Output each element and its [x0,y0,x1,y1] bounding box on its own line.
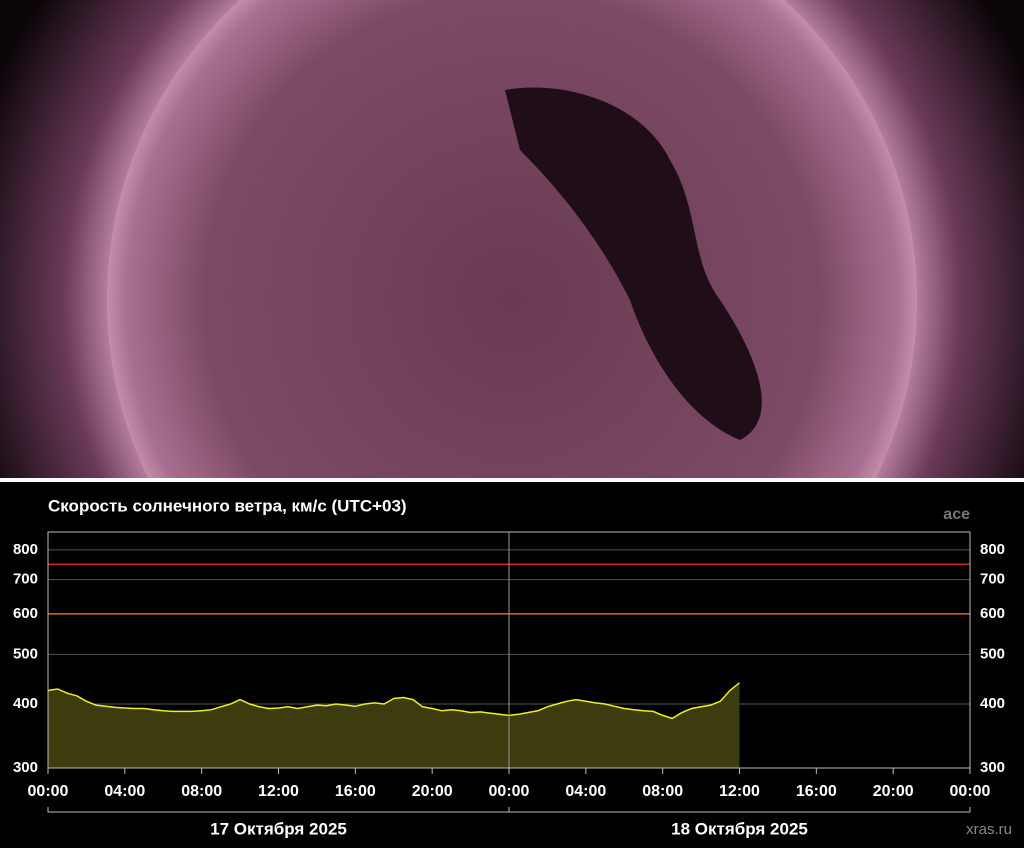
area-fill [48,682,740,768]
y-tick-label: 700 [13,571,38,588]
y-tick-label: 600 [13,605,38,622]
separator [0,478,1024,482]
x-tick-label: 08:00 [181,783,222,800]
y-tick-label: 400 [13,695,38,712]
x-tick-label: 16:00 [796,783,837,800]
x-tick-label: 12:00 [258,783,299,800]
y-tick-label: 300 [13,759,38,776]
y-tick-label-right: 800 [980,541,1005,558]
y-tick-label-right: 400 [980,695,1005,712]
x-tick-label: 20:00 [412,783,453,800]
y-tick-label-right: 300 [980,759,1005,776]
coronal-hole [505,87,762,440]
x-tick-label: 00:00 [950,783,991,800]
x-tick-label: 08:00 [642,783,683,800]
chart-title: Скорость солнечного ветра, км/с (UTC+03) [48,496,407,515]
source-label: ace [943,506,970,523]
x-tick-label: 00:00 [489,783,530,800]
x-tick-label: 04:00 [104,783,145,800]
x-tick-label: 20:00 [873,783,914,800]
day-bracket [508,807,971,813]
x-tick-label: 16:00 [335,783,376,800]
y-tick-label-right: 600 [980,605,1005,622]
chart-panel [0,482,1024,843]
day-label: 18 Октября 2025 [671,819,808,838]
plot: 300 300 400 400 500 500 600 600 700 700 800 800 00:0… [13,531,1005,838]
y-tick-label: 500 [13,645,38,662]
y-tick-label-right: 500 [980,645,1005,662]
x-tick-label: 12:00 [719,783,760,800]
day-label: 17 Октября 2025 [210,819,347,838]
y-tick-label-right: 700 [980,571,1005,588]
watermark: xras.ru [966,821,1012,838]
x-tick-label: 00:00 [28,783,69,800]
y-tick-label: 800 [13,541,38,558]
speed-line [47,682,740,720]
x-tick-label: 04:00 [565,783,606,800]
